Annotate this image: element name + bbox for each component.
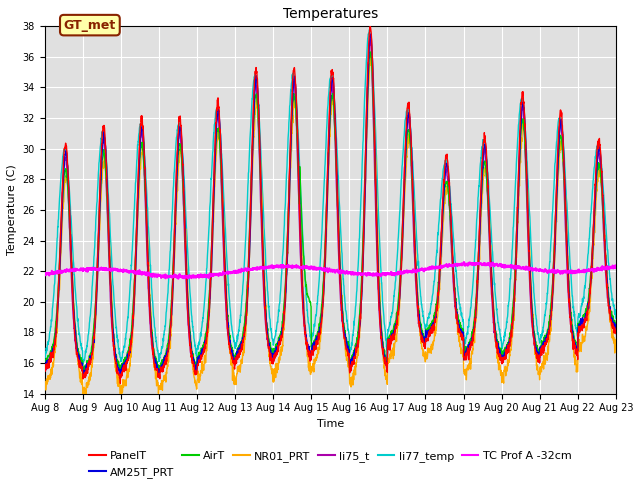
X-axis label: Time: Time — [317, 419, 344, 429]
Title: Temperatures: Temperatures — [283, 7, 378, 21]
Legend: PanelT, AM25T_PRT, AirT, NR01_PRT, li75_t, li77_temp, TC Prof A -32cm: PanelT, AM25T_PRT, AirT, NR01_PRT, li75_… — [84, 447, 576, 480]
Text: GT_met: GT_met — [64, 19, 116, 32]
Y-axis label: Temperature (C): Temperature (C) — [7, 165, 17, 255]
